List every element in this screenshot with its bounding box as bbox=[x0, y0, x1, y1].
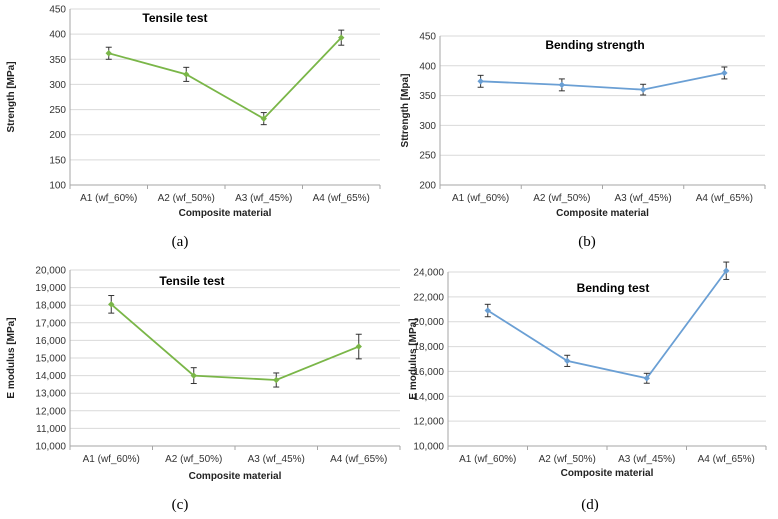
data-point bbox=[190, 372, 197, 379]
y-tick-label: 14,000 bbox=[35, 371, 66, 382]
data-point bbox=[721, 69, 728, 77]
chart-title: Bending test bbox=[577, 281, 650, 295]
x-tick-label: A1 (wf_60%) bbox=[80, 193, 137, 204]
x-axis-title: Composite material bbox=[189, 471, 282, 482]
y-tick-label: 12,000 bbox=[35, 406, 66, 417]
series-line bbox=[487, 270, 727, 380]
x-tick-label: A4 (wf_65%) bbox=[698, 454, 755, 465]
data-point bbox=[564, 357, 571, 365]
data-point bbox=[639, 86, 647, 93]
x-tick-label: A3 (wf_45%) bbox=[235, 193, 292, 204]
y-tick-label: 17,000 bbox=[35, 318, 66, 329]
y-tick-label: 18,000 bbox=[413, 342, 444, 353]
y-axis-title: Strength [MPa] bbox=[6, 61, 17, 132]
data-point bbox=[260, 115, 267, 122]
y-tick-label: 20,000 bbox=[413, 317, 444, 328]
y-tick-label: 15,000 bbox=[35, 354, 66, 365]
panel-caption: (b) bbox=[578, 234, 596, 250]
x-tick-label: A1 (wf_60%) bbox=[459, 454, 516, 465]
y-tick-label: 450 bbox=[49, 5, 66, 16]
data-point bbox=[558, 81, 566, 89]
x-tick-label: A2 (wf_50%) bbox=[165, 454, 222, 465]
x-axis-title: Composite material bbox=[561, 468, 654, 479]
x-tick-label: A2 (wf_50%) bbox=[533, 193, 590, 204]
data-point bbox=[477, 78, 484, 85]
y-tick-label: 200 bbox=[49, 130, 66, 141]
y-tick-label: 400 bbox=[49, 30, 66, 41]
y-tick-label: 16,000 bbox=[413, 367, 444, 378]
y-axis-title: E modulus [MPa] bbox=[6, 317, 17, 398]
y-tick-label: 24,000 bbox=[413, 268, 444, 279]
chart-b: 200 250 300 350 400 450 A1 (wf_60%) A2 (wf_50%)… bbox=[400, 32, 766, 250]
y-tick-label: 18,000 bbox=[35, 301, 66, 312]
y-tick-label: 13,000 bbox=[35, 389, 66, 400]
y-tick-label: 300 bbox=[419, 121, 436, 132]
x-axis-title: Composite material bbox=[556, 208, 649, 219]
y-tick-label: 10,000 bbox=[413, 442, 444, 453]
panel-caption: (c) bbox=[172, 497, 189, 513]
x-tick-label: A4 (wf_65%) bbox=[313, 193, 370, 204]
y-tick-label: 12,000 bbox=[413, 417, 444, 428]
data-point bbox=[355, 343, 362, 350]
data-point bbox=[108, 301, 115, 308]
y-axis-title: E modulus [MPa] bbox=[408, 318, 419, 399]
y-tick-label: 350 bbox=[419, 91, 436, 102]
x-tick-label: A2 (wf_50%) bbox=[158, 193, 215, 204]
y-tick-label: 450 bbox=[419, 32, 436, 43]
y-tick-label: 19,000 bbox=[35, 283, 66, 294]
y-tick-label: 20,000 bbox=[35, 266, 66, 277]
series-line bbox=[110, 303, 360, 381]
x-tick-label: A1 (wf_60%) bbox=[452, 193, 509, 204]
data-point bbox=[723, 267, 730, 274]
y-tick-label: 200 bbox=[419, 181, 436, 192]
chart-d: 10,000 12,000 14,000 16,000 18,000 20,000 22,0… bbox=[408, 261, 767, 513]
chart-c: 10,000 11,000 12,000 13,000 14,000 15,000 16,0… bbox=[6, 266, 401, 513]
chart-title: Bending strength bbox=[545, 38, 644, 52]
panel-caption: (d) bbox=[581, 497, 599, 513]
data-point bbox=[105, 50, 112, 57]
y-tick-label: 250 bbox=[49, 105, 66, 116]
chart-a: 100 150 200 250 300 350 400 450 A1 (wf_60%) A2 (w… bbox=[6, 5, 381, 250]
chart-title: Tensile test bbox=[142, 11, 207, 25]
x-tick-label: A2 (wf_50%) bbox=[539, 454, 596, 465]
panel-caption: (a) bbox=[172, 234, 189, 250]
x-axis-title: Composite material bbox=[179, 208, 272, 219]
data-point bbox=[183, 71, 190, 78]
y-tick-label: 22,000 bbox=[413, 292, 444, 303]
data-point bbox=[338, 34, 345, 41]
x-tick-label: A1 (wf_60%) bbox=[83, 454, 140, 465]
x-tick-label: A3 (wf_45%) bbox=[248, 454, 305, 465]
x-tick-label: A3 (wf_45%) bbox=[615, 193, 672, 204]
y-axis-title: Sttrength [Mpa] bbox=[400, 74, 411, 148]
y-tick-label: 16,000 bbox=[35, 336, 66, 347]
y-tick-label: 350 bbox=[49, 55, 66, 66]
y-tick-label: 300 bbox=[49, 80, 66, 91]
y-tick-label: 10,000 bbox=[35, 442, 66, 453]
series-line bbox=[108, 37, 342, 120]
y-tick-label: 400 bbox=[419, 61, 436, 72]
data-point bbox=[484, 307, 491, 314]
x-tick-label: A4 (wf_65%) bbox=[696, 193, 753, 204]
y-tick-label: 250 bbox=[419, 151, 436, 162]
data-point bbox=[643, 375, 650, 382]
y-tick-label: 14,000 bbox=[413, 392, 444, 403]
y-tick-label: 11,000 bbox=[36, 424, 66, 435]
series-line bbox=[480, 72, 725, 91]
chart-title: Tensile test bbox=[159, 274, 224, 288]
y-tick-label: 150 bbox=[49, 155, 66, 166]
y-tick-label: 100 bbox=[49, 181, 66, 192]
x-tick-label: A3 (wf_45%) bbox=[618, 454, 675, 465]
x-tick-label: A4 (wf_65%) bbox=[330, 454, 387, 465]
data-point bbox=[273, 376, 280, 384]
